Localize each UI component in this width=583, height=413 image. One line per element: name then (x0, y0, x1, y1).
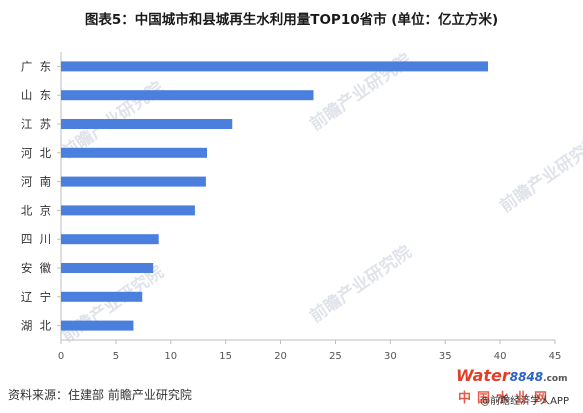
bar-2 (61, 90, 314, 101)
bar-8 (61, 263, 154, 273)
bar-9 (61, 291, 143, 302)
bar-3 (61, 119, 233, 129)
category-label-1: 广 东 (21, 59, 51, 73)
x-tick-label-2: 5 (113, 351, 119, 362)
bar-4 (61, 147, 208, 158)
category-label-4: 河 北 (21, 146, 52, 160)
category-label-2: 山 东 (21, 88, 51, 102)
bar-10 (61, 320, 134, 331)
water8848-logo: Water8848.com (456, 366, 567, 385)
x-tick-label-3: 10 (164, 351, 177, 362)
x-tick-label-9: 40 (494, 351, 507, 362)
category-label-3: 江 苏 (21, 117, 51, 131)
category-label-9: 辽 宁 (21, 290, 51, 304)
bar-7 (61, 234, 159, 245)
category-label-10: 湖 北 (21, 319, 52, 333)
x-tick-label-10: 45 (549, 351, 562, 362)
category-label-6: 北 京 (21, 203, 51, 217)
category-label-8: 安 徽 (21, 261, 52, 275)
x-tick-label-7: 30 (384, 351, 397, 362)
x-tick-label-1: 0 (58, 351, 64, 362)
brand-number: 8848 (509, 370, 544, 384)
x-tick-label-4: 15 (219, 351, 232, 362)
bar-1 (61, 61, 489, 72)
brand-cn-name: 中国水业网 (458, 391, 554, 406)
x-tick-label-5: 20 (274, 351, 287, 362)
brand-water: Water (456, 366, 510, 385)
bar-6 (61, 205, 195, 216)
brand-com: .com (543, 374, 568, 384)
source-note: 资料来源：住建部 前瞻产业研究院 (8, 388, 192, 402)
x-tick-label-6: 25 (329, 351, 342, 362)
credit-note: @前瞻经济学人APP (480, 396, 569, 407)
chart-title: 图表5：中国城市和县城再生水利用量TOP10省市 (单位：亿立方米) (84, 12, 499, 28)
x-tick-label-8: 35 (439, 351, 452, 362)
bar-5 (61, 176, 206, 187)
category-label-7: 四 川 (21, 232, 51, 246)
category-label-5: 河 南 (21, 175, 51, 189)
